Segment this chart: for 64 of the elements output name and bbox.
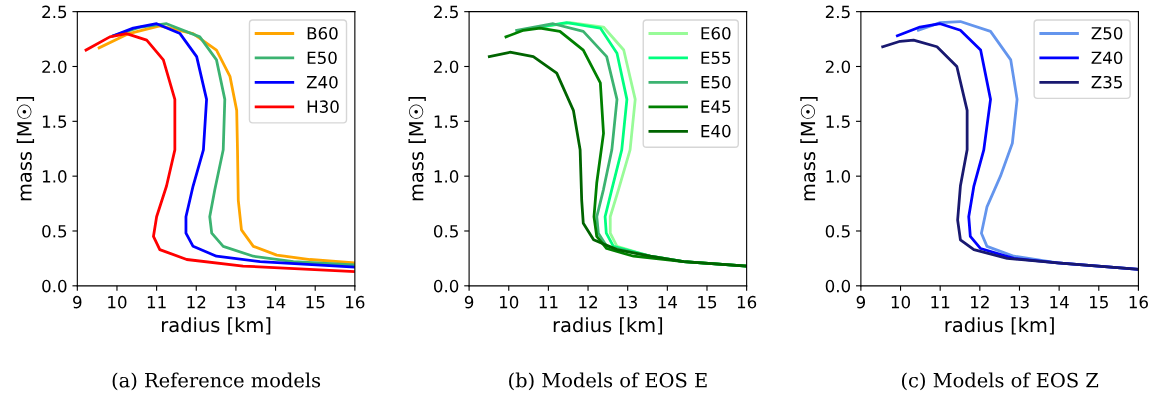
y-axis-title: mass [M☉] (16, 97, 35, 201)
text: (c) Models of EOS Z (901, 372, 1099, 391)
text: (b) Models of EOS E (509, 372, 707, 391)
x-tick-label: 13 (227, 295, 246, 309)
x-tick-label: 15 (306, 296, 325, 309)
x-tick-label: 14 (658, 296, 678, 309)
x-tick-label: 9 (464, 295, 474, 309)
y-tick-label: 0.0 (825, 279, 851, 293)
x-axis-title: radius [km] (162, 317, 271, 335)
y-tick-label: 0.0 (433, 279, 459, 293)
legend-label: E60 (701, 26, 731, 40)
y-tick-label: 1.0 (434, 170, 459, 183)
legend-label: Z40 (306, 75, 338, 89)
x-tick-label: 15 (1090, 296, 1108, 309)
y-tick-label: 0.5 (825, 224, 850, 238)
y-tick-label: 1.0 (826, 170, 851, 183)
legend-label: E50 (701, 75, 731, 89)
y-tick-label: 2.5 (42, 5, 67, 19)
legend-label: B60 (307, 26, 338, 40)
x-tick-label: 16 (1129, 295, 1148, 309)
x-tick-label: 11 (539, 296, 558, 309)
x-tick-label: 10 (499, 295, 519, 309)
y-axis-title: mass [M☉] (408, 97, 426, 201)
x-tick-label: 9 (856, 295, 866, 309)
text: (a) Reference models (112, 372, 321, 391)
y-axis-title: mass [M☉] (800, 97, 818, 201)
x-axis-title: radius [km] (553, 317, 663, 335)
x-tick-label: 11 (931, 296, 950, 309)
x-tick-label: 16 (346, 295, 365, 309)
x-tick-label: 14 (266, 296, 286, 309)
y-tick-label: 2.5 (434, 5, 458, 19)
x-tick-label: 9 (73, 295, 82, 309)
x-tick-label: 13 (618, 295, 637, 309)
y-tick-label: 1.0 (42, 170, 67, 183)
x-tick-label: 12 (579, 295, 597, 309)
x-tick-label: 12 (971, 295, 989, 309)
y-tick-label: 1.5 (434, 115, 458, 128)
y-tick-label: 0.5 (42, 224, 67, 238)
line-series (487, 50, 747, 268)
y-tick-label: 2.5 (825, 5, 850, 19)
y-tick-label: 0.5 (433, 224, 458, 238)
legend-label: Z50 (1091, 26, 1123, 40)
x-tick-label: 15 (698, 296, 717, 309)
x-tick-label: 10 (891, 295, 911, 309)
legend-label: E50 (307, 51, 337, 65)
x-tick-label: 12 (187, 295, 206, 309)
y-tick-label: 2.0 (434, 60, 459, 74)
x-tick-label: 14 (1050, 296, 1069, 309)
y-tick-label: 2.0 (825, 60, 851, 74)
y-tick-label: 1.5 (42, 115, 67, 128)
y-tick-label: 1.5 (826, 115, 850, 128)
legend-label: E45 (701, 100, 731, 113)
x-tick-label: 11 (147, 296, 166, 309)
legend-label: E55 (701, 51, 731, 65)
y-tick-label: 2.0 (42, 60, 67, 74)
y-tick-label: 0.0 (42, 279, 67, 293)
x-tick-label: 13 (1010, 295, 1029, 309)
x-tick-label: 10 (108, 295, 127, 309)
legend-label: Z40 (1091, 51, 1123, 65)
legend-label: H30 (307, 100, 339, 113)
legend-label: E40 (701, 124, 731, 138)
x-tick-label: 16 (737, 295, 757, 309)
x-axis-title: radius [km] (945, 317, 1054, 335)
legend-label: Z35 (1091, 75, 1122, 89)
